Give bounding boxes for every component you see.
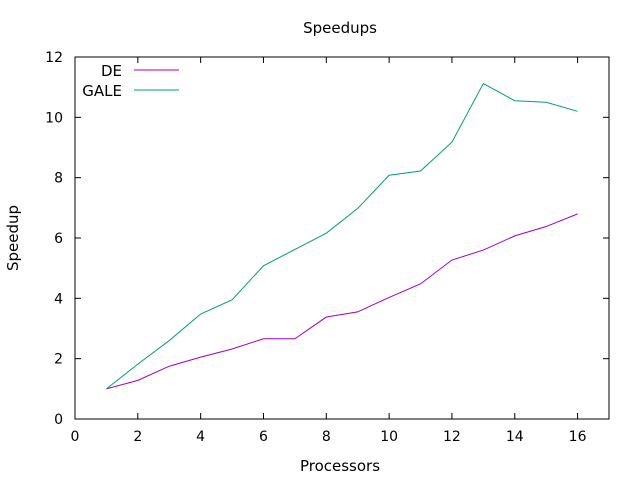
- series-line-de: [106, 213, 578, 390]
- y-tick-label: 6: [54, 231, 63, 247]
- legend-label-de: DE: [101, 62, 122, 80]
- series-line-gale: [106, 82, 578, 390]
- y-tick-label: 10: [45, 110, 63, 126]
- y-tick-label: 4: [54, 291, 63, 307]
- x-tick-label: 16: [569, 429, 587, 445]
- legend-label-gale: GALE: [82, 82, 122, 100]
- x-axis-title: Processors: [300, 457, 380, 475]
- plot-frame: [74, 56, 610, 420]
- x-tick-label: 6: [259, 429, 268, 445]
- legend: DE GALE: [82, 62, 179, 100]
- y-tick-label: 2: [54, 352, 63, 368]
- x-tick-label: 12: [443, 429, 461, 445]
- x-tick-label: 4: [196, 429, 205, 445]
- y-tick-label: 0: [54, 412, 63, 428]
- x-tick-label: 0: [71, 429, 80, 445]
- y-axis-title: Speedup: [4, 205, 22, 271]
- x-tick-label: 2: [133, 429, 142, 445]
- chart-title: Speedups: [303, 19, 377, 37]
- axis-ticks: 0 2 4 6 8 10 12 14 16 0 2 4 6 8 10 12: [45, 50, 609, 445]
- y-tick-label: 8: [54, 171, 63, 187]
- x-tick-label: 10: [380, 429, 398, 445]
- x-tick-label: 14: [506, 429, 524, 445]
- y-tick-label: 12: [45, 50, 63, 66]
- series-lines: [106, 82, 578, 390]
- x-tick-label: 8: [322, 429, 331, 445]
